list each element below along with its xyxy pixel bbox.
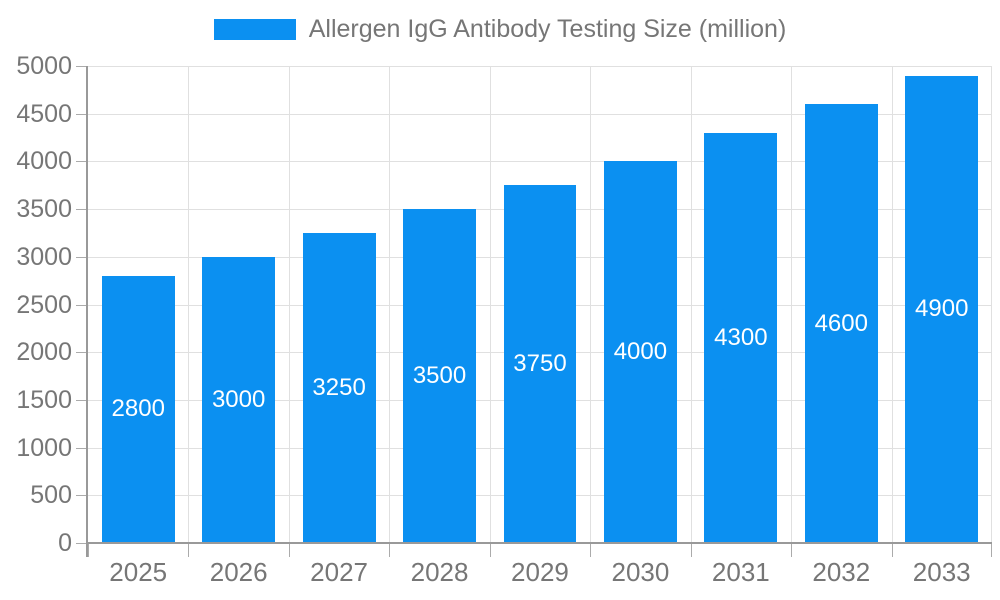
- v-gridline: [590, 66, 592, 543]
- x-tick: [690, 543, 692, 557]
- y-axis-label: 5000: [16, 52, 72, 80]
- y-axis-label: 3500: [16, 195, 72, 224]
- y-tick: [76, 113, 88, 115]
- x-tick: [590, 543, 592, 557]
- x-axis-label: 2032: [812, 557, 871, 587]
- bar-2028[interactable]: 3500: [403, 209, 476, 543]
- y-tick: [76, 66, 88, 67]
- bar-value-label: 4000: [613, 338, 668, 366]
- chart-legend[interactable]: Allergen IgG Antibody Testing Size (mill…: [0, 8, 1000, 50]
- bar-2030[interactable]: 4000: [604, 161, 677, 543]
- y-axis-labels: 0 500 1000 1500 2000 2500 3000 3500 4000 4500 5000: [0, 52, 72, 557]
- h-gridline: [88, 113, 992, 115]
- bar-2033[interactable]: 4900: [905, 75, 979, 543]
- y-axis-label: 1000: [16, 433, 72, 462]
- x-axis-label: 2027: [310, 557, 369, 587]
- y-tick: [76, 399, 88, 401]
- x-axis-label: 2033: [912, 557, 971, 587]
- v-gridline: [791, 66, 793, 543]
- x-axis-labels: 2025 2026 2027 2028 2029 2030 2031 2032 2033: [88, 557, 992, 593]
- bar-value-label: 4600: [814, 309, 868, 337]
- y-axis-label: 1500: [16, 385, 72, 414]
- y-axis-label: 4000: [16, 147, 72, 176]
- legend-swatch: [213, 18, 296, 40]
- bar-slot: 4300: [691, 66, 791, 543]
- bar-slot: 4000: [590, 66, 690, 543]
- x-tick: [489, 543, 491, 557]
- x-tick: [288, 543, 290, 557]
- bar-value-label: 3250: [312, 373, 366, 401]
- x-axis-label: 2028: [410, 557, 469, 587]
- v-gridline: [489, 66, 491, 543]
- v-gridline: [288, 66, 290, 543]
- bar-2031[interactable]: 4300: [704, 132, 778, 543]
- y-tick: [76, 352, 88, 354]
- y-tick: [76, 543, 88, 544]
- y-axis-label: 500: [30, 481, 72, 510]
- bar-value-label: 4300: [714, 323, 768, 351]
- h-gridline: [88, 161, 992, 163]
- y-axis-label: 2500: [16, 290, 72, 319]
- x-axis-label: 2026: [209, 557, 268, 587]
- y-axis-label: 2000: [16, 338, 72, 367]
- y-tick: [76, 304, 88, 306]
- x-tick: [991, 543, 992, 557]
- bar-value-label: 4900: [915, 295, 969, 323]
- bar-slot: 3000: [188, 66, 288, 543]
- bar-value-label: 2800: [111, 395, 165, 423]
- x-tick: [188, 543, 190, 557]
- v-gridline: [690, 66, 692, 543]
- bar-2032[interactable]: 4600: [804, 104, 878, 543]
- y-tick: [76, 495, 88, 497]
- y-axis-label: 0: [58, 529, 72, 557]
- bar-slot: 3250: [289, 66, 389, 543]
- bar-slot: 4600: [791, 66, 891, 543]
- x-tick: [389, 543, 391, 557]
- bar-2027[interactable]: 3250: [302, 232, 376, 543]
- y-tick: [76, 256, 88, 258]
- bar-value-label: 3500: [412, 362, 467, 390]
- v-gridline: [991, 66, 992, 543]
- x-axis-label: 2031: [711, 557, 770, 587]
- plot-area: 2800 3000 3250 3500 3750 4000 4300 4600 4900: [76, 66, 992, 557]
- y-axis-label: 3000: [16, 242, 72, 271]
- x-tick: [791, 543, 793, 557]
- y-axis-label: 4500: [16, 99, 72, 128]
- bar-slot: 3500: [389, 66, 489, 543]
- y-axis-line: [86, 66, 88, 557]
- bar-slot: 4900: [892, 66, 992, 543]
- v-gridline: [188, 66, 190, 543]
- legend-label: Allergen IgG Antibody Testing Size (mill…: [308, 14, 787, 43]
- bar-2026[interactable]: 3000: [202, 256, 276, 543]
- v-gridline: [891, 66, 893, 543]
- x-tick: [891, 543, 893, 557]
- y-tick: [76, 161, 88, 163]
- x-tick: [88, 543, 89, 557]
- bar-2029[interactable]: 3750: [503, 185, 577, 543]
- bar-slot: 3750: [490, 66, 590, 543]
- y-tick: [76, 447, 88, 449]
- x-axis-label: 2029: [511, 557, 569, 587]
- x-axis-label: 2025: [109, 557, 168, 587]
- bar-series: 2800 3000 3250 3500 3750 4000 4300 4600 4900: [88, 66, 992, 543]
- bar-2025[interactable]: 2800: [101, 275, 175, 543]
- v-gridline: [389, 66, 391, 543]
- bar-value-label: 3750: [513, 350, 567, 378]
- y-tick: [76, 209, 88, 211]
- h-gridline: [88, 66, 992, 67]
- bar-value-label: 3000: [211, 385, 266, 413]
- x-axis-label: 2030: [611, 557, 670, 587]
- x-axis-line: [86, 542, 992, 544]
- bar-slot: 2800: [88, 66, 188, 543]
